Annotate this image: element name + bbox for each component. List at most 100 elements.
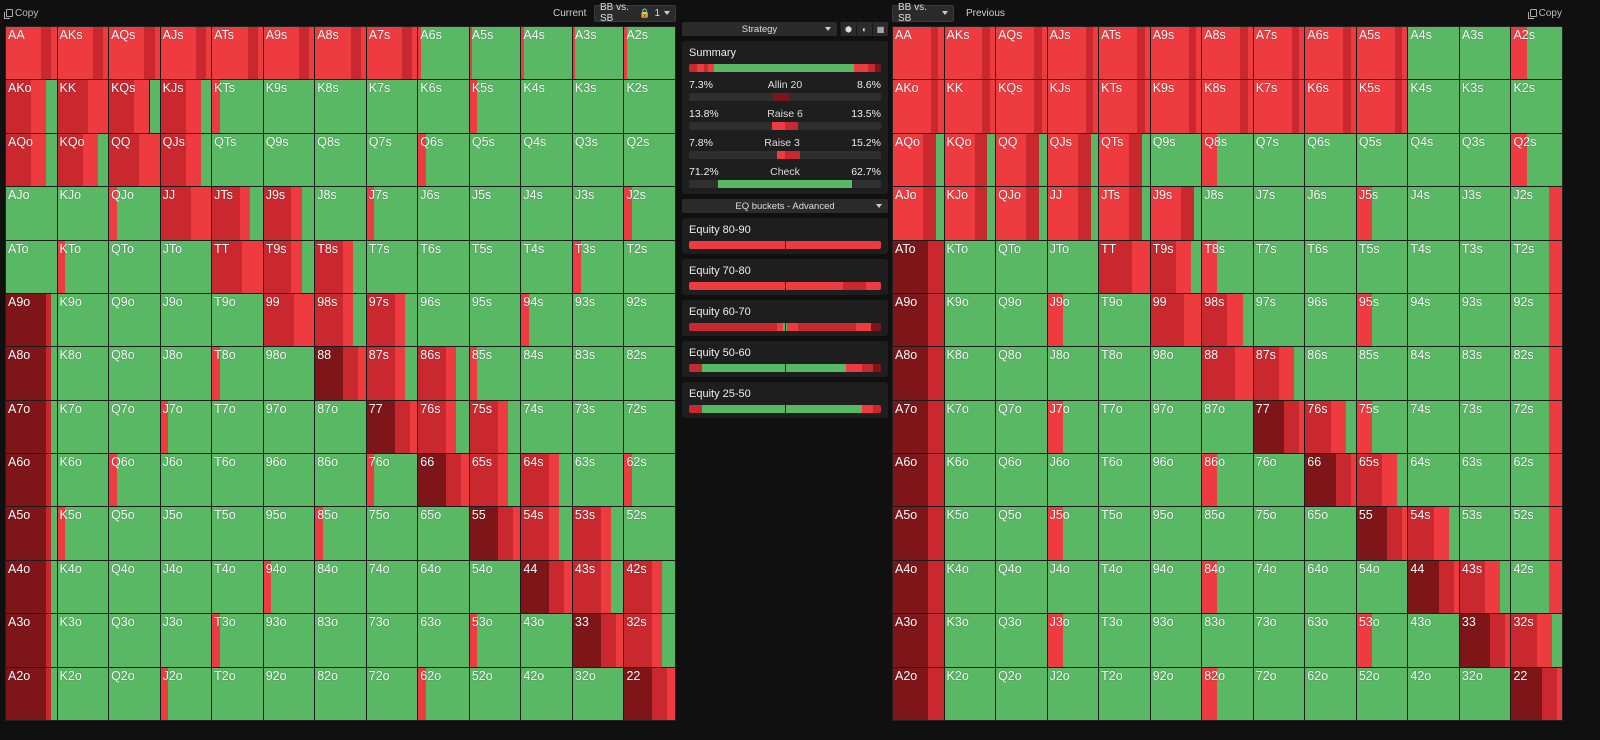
hand-cell[interactable]: K9o xyxy=(57,293,109,347)
hand-cell[interactable]: K6o xyxy=(944,454,996,507)
hand-cell[interactable]: 33 xyxy=(1459,614,1511,667)
hand-cell[interactable]: 72s xyxy=(624,400,675,454)
hand-cell[interactable]: 43s xyxy=(572,560,624,614)
hand-cell[interactable]: T7s xyxy=(1253,240,1305,293)
hand-cell[interactable]: 88 xyxy=(315,347,366,400)
hand-cell[interactable]: 96s xyxy=(418,293,469,347)
hand-cell[interactable]: KTo xyxy=(57,240,109,293)
hand-cell[interactable]: K2s xyxy=(624,80,675,133)
hand-cell[interactable]: A7s xyxy=(366,27,418,80)
hand-cell[interactable]: 65s xyxy=(1356,454,1408,507)
hand-cell[interactable]: J8s xyxy=(315,187,366,240)
hand-cell[interactable]: A2s xyxy=(1511,27,1562,80)
hand-cell[interactable]: T6s xyxy=(418,240,469,293)
hand-cell[interactable]: 42s xyxy=(1511,560,1562,614)
hand-cell[interactable]: Q2o xyxy=(996,667,1047,720)
contrast-icon[interactable]: ◐ xyxy=(856,22,872,36)
hand-cell[interactable]: 86s xyxy=(1305,347,1356,400)
hand-cell[interactable]: J4s xyxy=(521,187,572,240)
hand-cell[interactable]: QTo xyxy=(109,240,160,293)
hand-cell[interactable]: 43s xyxy=(1459,560,1511,614)
hand-cell[interactable]: J9o xyxy=(160,293,212,347)
hand-cell[interactable]: 63o xyxy=(1305,614,1356,667)
hand-cell[interactable]: 64o xyxy=(1305,560,1356,614)
equity-bucket-card[interactable]: Equity 60-70 xyxy=(682,300,888,336)
hand-cell[interactable]: ATo xyxy=(893,240,944,293)
equity-bucket-card[interactable]: Equity 70-80 xyxy=(682,259,888,295)
hand-cell[interactable]: 64s xyxy=(1408,454,1459,507)
hand-cell[interactable]: JTo xyxy=(160,240,212,293)
hand-cell[interactable]: J7s xyxy=(366,187,418,240)
hand-cell[interactable]: A5o xyxy=(893,507,944,560)
hand-cell[interactable]: T2o xyxy=(1099,667,1150,720)
hand-cell[interactable]: 54o xyxy=(1356,560,1408,614)
hand-cell[interactable]: 63s xyxy=(572,454,624,507)
hand-cell[interactable]: K4s xyxy=(521,80,572,133)
hand-cell[interactable]: AJo xyxy=(893,187,944,240)
hand-cell[interactable]: A8s xyxy=(1202,27,1253,80)
hand-cell[interactable]: 95s xyxy=(1356,293,1408,347)
hand-cell[interactable]: 72o xyxy=(366,667,418,720)
hand-cell[interactable]: T5o xyxy=(1099,507,1150,560)
hand-cell[interactable]: K7o xyxy=(57,400,109,454)
hand-cell[interactable]: K7s xyxy=(366,80,418,133)
hand-cell[interactable]: Q3o xyxy=(109,614,160,667)
hand-cell[interactable]: 62o xyxy=(418,667,469,720)
hand-cell[interactable]: 86s xyxy=(418,347,469,400)
hand-cell[interactable]: A7o xyxy=(6,400,57,454)
hand-cell[interactable]: 97s xyxy=(1253,293,1305,347)
hand-cell[interactable]: 85s xyxy=(469,347,521,400)
hand-cell[interactable]: Q4o xyxy=(996,560,1047,614)
hand-cell[interactable]: 87s xyxy=(1253,347,1305,400)
hand-cell[interactable]: 43o xyxy=(521,614,572,667)
hand-cell[interactable]: 22 xyxy=(624,667,675,720)
hand-cell[interactable]: 84o xyxy=(1202,560,1253,614)
hand-cell[interactable]: J5s xyxy=(1356,187,1408,240)
hand-cell[interactable]: T6o xyxy=(212,454,263,507)
hand-cell[interactable]: 43o xyxy=(1408,614,1459,667)
hand-cell[interactable]: K5o xyxy=(944,507,996,560)
hand-cell[interactable]: 83o xyxy=(1202,614,1253,667)
hand-cell[interactable]: 52s xyxy=(624,507,675,560)
hand-cell[interactable]: Q5s xyxy=(469,133,521,187)
hand-cell[interactable]: K2s xyxy=(1511,80,1562,133)
eq-buckets-select[interactable]: EQ buckets - Advanced xyxy=(682,199,888,213)
hand-cell[interactable]: J6s xyxy=(418,187,469,240)
hand-cell[interactable]: 55 xyxy=(1356,507,1408,560)
hand-cell[interactable]: A3s xyxy=(1459,27,1511,80)
hand-cell[interactable]: K6s xyxy=(418,80,469,133)
hand-cell[interactable]: QTs xyxy=(1099,133,1150,187)
hand-cell[interactable]: AKo xyxy=(893,80,944,133)
hand-cell[interactable]: 76o xyxy=(1253,454,1305,507)
hand-cell[interactable]: Q7s xyxy=(1253,133,1305,187)
hand-cell[interactable]: Q5s xyxy=(1356,133,1408,187)
hand-cell[interactable]: QQ xyxy=(109,133,160,187)
hand-cell[interactable]: KJs xyxy=(160,80,212,133)
hand-cell[interactable]: K9s xyxy=(263,80,315,133)
hand-cell[interactable]: 87o xyxy=(1202,400,1253,454)
hand-cell[interactable]: 74s xyxy=(521,400,572,454)
hand-cell[interactable]: Q5o xyxy=(109,507,160,560)
hand-cell[interactable]: J2o xyxy=(1047,667,1099,720)
hand-cell[interactable]: 65o xyxy=(418,507,469,560)
hand-cell[interactable]: Q9s xyxy=(1150,133,1202,187)
hand-cell[interactable]: TT xyxy=(1099,240,1150,293)
hand-cell[interactable]: J4o xyxy=(160,560,212,614)
hand-cell[interactable]: 73o xyxy=(366,614,418,667)
right-spot-select[interactable]: BB vs. SB xyxy=(892,2,954,24)
hand-cell[interactable]: 82s xyxy=(1511,347,1562,400)
hand-cell[interactable]: J2o xyxy=(160,667,212,720)
hand-cell[interactable]: K3s xyxy=(1459,80,1511,133)
hand-cell[interactable]: Q6o xyxy=(109,454,160,507)
hand-cell[interactable]: AQs xyxy=(109,27,160,80)
hand-cell[interactable]: A2s xyxy=(624,27,675,80)
hand-cell[interactable]: KTs xyxy=(1099,80,1150,133)
hand-cell[interactable]: J8o xyxy=(1047,347,1099,400)
hand-cell[interactable]: 54s xyxy=(521,507,572,560)
hand-cell[interactable]: AQo xyxy=(893,133,944,187)
hand-cell[interactable]: A4o xyxy=(893,560,944,614)
hand-cell[interactable]: J3o xyxy=(1047,614,1099,667)
equity-bucket-card[interactable]: Equity 25-50 xyxy=(682,382,888,418)
hand-cell[interactable]: T3o xyxy=(1099,614,1150,667)
hand-cell[interactable]: J6o xyxy=(1047,454,1099,507)
